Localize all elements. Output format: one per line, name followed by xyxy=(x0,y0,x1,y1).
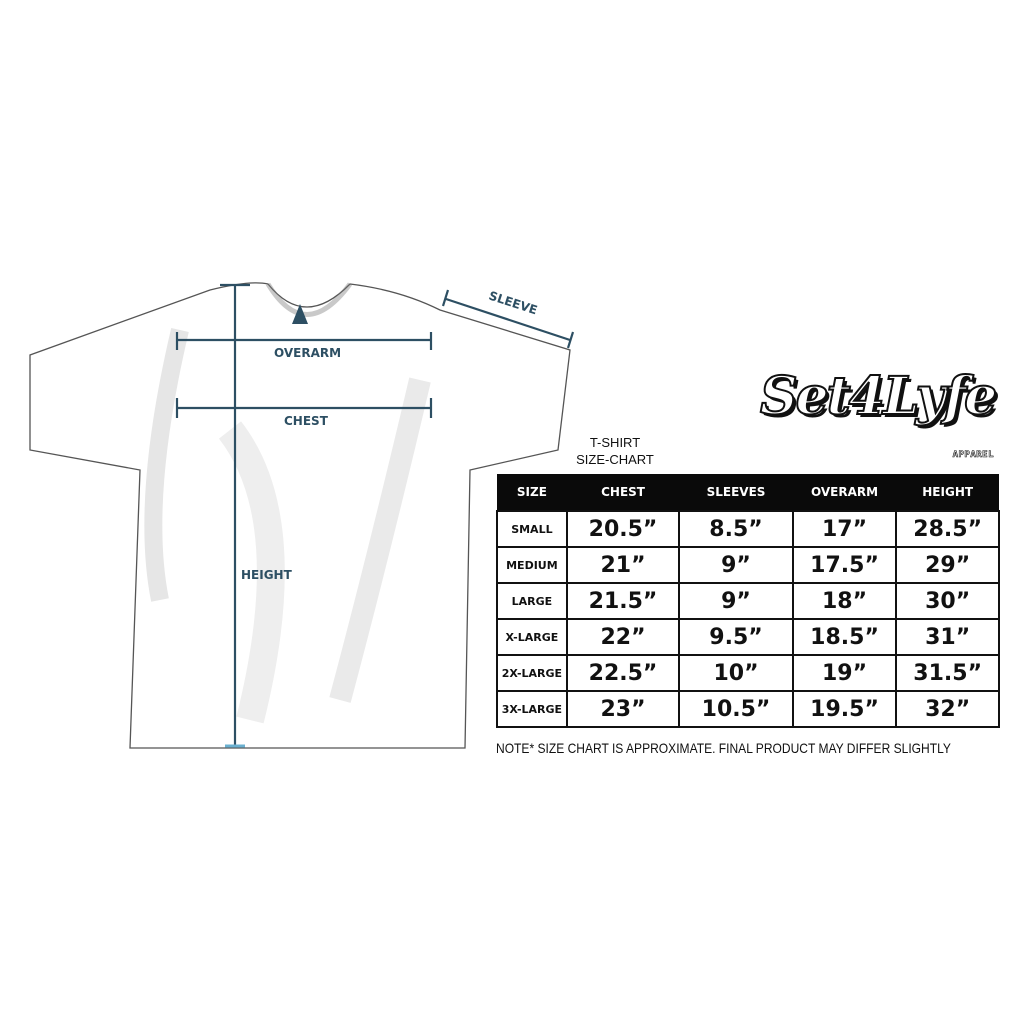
measurement-cell: 21.5” xyxy=(565,582,681,620)
logo-text: Set4Lyfe xyxy=(759,365,998,428)
logo-subtext: APPAREL xyxy=(952,450,994,461)
size-cell: X-LARGE xyxy=(496,618,568,656)
measurement-cell: 31.5” xyxy=(895,654,1000,692)
measurement-cell: 30” xyxy=(895,582,1000,620)
measurement-cell: 17.5” xyxy=(791,546,898,584)
overarm-label: OVERARM xyxy=(274,346,342,360)
measurement-cell: 9” xyxy=(678,582,794,620)
header-overarm: OVERARM xyxy=(792,474,897,511)
measurement-cell: 8.5” xyxy=(678,510,794,548)
measurement-cell: 19” xyxy=(791,654,898,692)
measurement-cell: 18.5” xyxy=(791,618,898,656)
height-label: HEIGHT xyxy=(241,568,292,582)
table-row: LARGE 21.5” 9” 18” 30” xyxy=(496,582,1000,620)
measurement-cell: 22” xyxy=(565,618,681,656)
measurement-lines xyxy=(175,283,575,746)
measurement-cell: 10” xyxy=(678,654,794,692)
size-cell: 3X-LARGE xyxy=(496,690,568,728)
measurement-cell: 28.5” xyxy=(895,510,1000,548)
header-sleeves: SLEEVES xyxy=(679,474,793,511)
table-row: SMALL 20.5” 8.5” 17” 28.5” xyxy=(496,510,1000,548)
disclaimer-note: NOTE* SIZE CHART IS APPROXIMATE. FINAL P… xyxy=(496,740,951,756)
measurement-cell: 22.5” xyxy=(565,654,681,692)
size-cell: SMALL xyxy=(496,510,568,548)
table-header-row: SIZE CHEST SLEEVES OVERARM HEIGHT xyxy=(497,474,999,511)
measurement-cell: 20.5” xyxy=(565,510,681,548)
measurement-cell: 9.5” xyxy=(678,618,794,656)
measurement-cell: 10.5” xyxy=(678,690,794,728)
measurement-cell: 23” xyxy=(565,690,681,728)
header-height: HEIGHT xyxy=(896,474,999,511)
header-size: SIZE xyxy=(497,474,567,511)
table-row: MEDIUM 21” 9” 17.5” 29” xyxy=(496,546,1000,584)
table-row: 2X-LARGE 22.5” 10” 19” 31.5” xyxy=(496,654,1000,692)
brand-logo: Set4Lyfe APPAREL xyxy=(759,365,1000,466)
tshirt-illustration xyxy=(29,282,575,749)
size-cell: MEDIUM xyxy=(496,546,568,584)
size-cell: 2X-LARGE xyxy=(496,654,568,692)
measurement-cell: 9” xyxy=(678,546,794,584)
title-line-2: SIZE-CHART xyxy=(576,452,654,467)
chart-title: T-SHIRT SIZE-CHART xyxy=(560,434,670,468)
measurement-cell: 29” xyxy=(895,546,1000,584)
table-row: X-LARGE 22” 9.5” 18.5” 31” xyxy=(496,618,1000,656)
measurement-cell: 19.5” xyxy=(791,690,898,728)
measurement-cell: 18” xyxy=(791,582,898,620)
size-table: SIZE CHEST SLEEVES OVERARM HEIGHT SMALL 2… xyxy=(496,474,1000,728)
measurement-cell: 21” xyxy=(565,546,681,584)
table-row: 3X-LARGE 23” 10.5” 19.5” 32” xyxy=(496,690,1000,728)
measurement-cell: 32” xyxy=(895,690,1000,728)
chest-label: CHEST xyxy=(284,414,328,428)
measurement-cell: 31” xyxy=(895,618,1000,656)
header-chest: CHEST xyxy=(566,474,680,511)
brand-triangle-icon xyxy=(292,304,308,324)
measurement-cell: 17” xyxy=(791,510,898,548)
title-line-1: T-SHIRT xyxy=(589,435,641,450)
size-cell: LARGE xyxy=(496,582,568,620)
